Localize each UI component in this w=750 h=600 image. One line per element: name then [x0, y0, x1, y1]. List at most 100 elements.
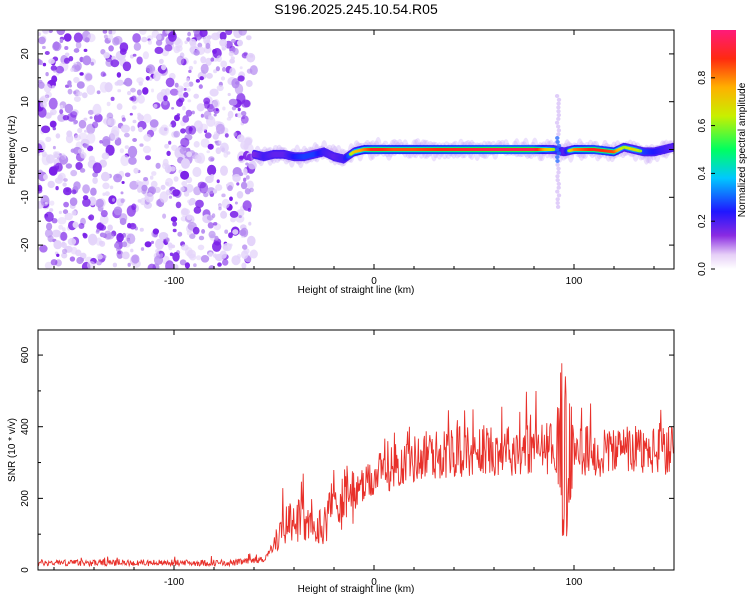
noise-speckle [195, 199, 204, 209]
noise-speckle [168, 31, 177, 42]
noise-speckle [126, 233, 136, 244]
noise-speckle [172, 251, 180, 262]
spike-mark [555, 178, 560, 183]
noise-speckle [244, 172, 248, 176]
noise-speckle [69, 197, 78, 206]
noise-speckle [204, 132, 212, 139]
noise-speckle [215, 184, 223, 191]
noise-speckle [100, 71, 106, 77]
noise-speckle [221, 198, 230, 209]
noise-speckle [133, 167, 139, 174]
snr-x-axis-label: Height of straight line (km) [298, 584, 415, 595]
noise-speckle [64, 103, 74, 114]
noise-speckle [215, 108, 219, 112]
noise-speckle [128, 156, 137, 165]
noise-speckle [107, 224, 113, 231]
noise-speckle [114, 242, 119, 249]
spectrogram-y-axis-label: Frequency (Hz) [7, 116, 18, 185]
spike-mark [556, 166, 561, 171]
noise-speckle [124, 172, 131, 178]
noise-speckle [165, 177, 174, 187]
noise-speckle [211, 32, 220, 41]
noise-speckle [151, 88, 154, 93]
noise-speckle [163, 95, 168, 102]
colorbar-tick-label: 0.6 [697, 118, 708, 132]
noise-speckle [224, 229, 229, 234]
noise-speckle [38, 58, 42, 65]
noise-speckle [65, 134, 74, 144]
noise-speckle [226, 183, 229, 187]
y-tick-label: -10 [20, 190, 31, 205]
noise-speckle [75, 162, 83, 170]
noise-speckle [174, 114, 180, 122]
noise-speckle [232, 229, 239, 235]
noise-speckle [155, 199, 162, 207]
noise-speckle [65, 188, 70, 192]
spike-mark [556, 170, 561, 175]
noise-speckle [140, 247, 145, 251]
noise-speckle [63, 178, 68, 182]
noise-speckle [107, 33, 114, 41]
noise-speckle [241, 262, 247, 269]
noise-speckle [83, 48, 88, 53]
noise-speckle [92, 162, 102, 174]
noise-speckle [141, 36, 148, 43]
noise-speckle [193, 120, 203, 132]
noise-speckle [142, 87, 149, 95]
noise-speckle [123, 81, 127, 85]
noise-speckle [102, 30, 108, 34]
noise-speckle [82, 184, 90, 194]
noise-speckle [229, 210, 239, 218]
noise-speckle [182, 105, 186, 111]
noise-speckle [197, 181, 206, 189]
noise-speckle [198, 84, 203, 89]
noise-speckle [144, 241, 152, 248]
noise-speckle [222, 259, 229, 266]
noise-speckle [139, 30, 147, 35]
spectrogram-marks [38, 30, 674, 269]
noise-speckle [237, 75, 245, 82]
noise-speckle [139, 227, 144, 232]
noise-speckle [193, 263, 197, 268]
spike-mark [556, 116, 561, 121]
noise-speckle [84, 37, 90, 43]
noise-speckle [73, 48, 80, 53]
noise-speckle [50, 259, 58, 266]
noise-speckle [208, 230, 216, 239]
spike-mark [556, 193, 562, 198]
noise-speckle [193, 30, 201, 35]
noise-speckle [77, 148, 85, 155]
noise-speckle [193, 49, 200, 56]
noise-speckle [110, 59, 120, 68]
noise-speckle [155, 238, 164, 250]
noise-speckle [221, 193, 226, 198]
noise-speckle [246, 180, 254, 190]
noise-speckle [69, 256, 76, 262]
noise-speckle [173, 45, 180, 54]
noise-speckle [167, 242, 173, 248]
spike-mark [555, 197, 560, 202]
noise-speckle [159, 58, 164, 64]
noise-speckle [199, 30, 208, 38]
noise-speckle [215, 66, 220, 72]
noise-speckle [173, 130, 180, 138]
noise-speckle [189, 253, 197, 261]
noise-speckle [42, 45, 46, 50]
noise-speckle [245, 175, 250, 180]
noise-speckle [191, 110, 195, 115]
noise-speckle [185, 183, 194, 193]
noise-speckle [112, 198, 115, 202]
noise-speckle [63, 201, 69, 208]
noise-speckle [233, 47, 239, 56]
noise-speckle [116, 72, 122, 78]
noise-speckle [99, 140, 103, 144]
noise-speckle [196, 103, 205, 112]
noise-speckle [185, 109, 193, 117]
noise-speckle [109, 185, 114, 190]
noise-speckle [213, 113, 217, 117]
noise-speckle [62, 248, 68, 254]
noise-speckle [38, 32, 41, 37]
noise-speckle [208, 252, 214, 257]
noise-speckle [245, 80, 253, 87]
noise-speckle [130, 125, 136, 132]
